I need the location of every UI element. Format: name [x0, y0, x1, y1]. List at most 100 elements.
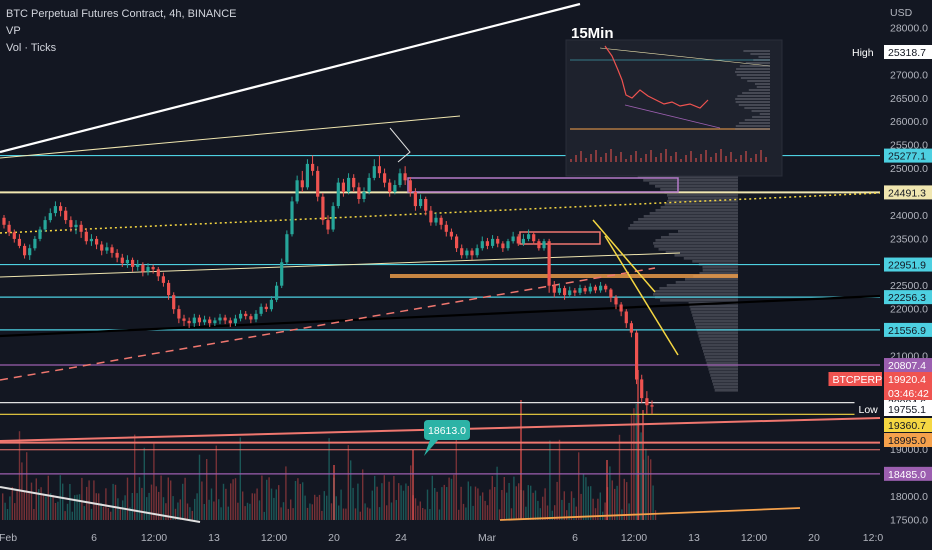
- volume-bar: [45, 496, 47, 520]
- volume-profile-bar: [678, 230, 738, 233]
- candle-body: [187, 320, 191, 324]
- volume-bar: [33, 509, 35, 520]
- candle-body: [59, 206, 63, 211]
- volume-bar: [594, 508, 597, 520]
- candle: [48, 208, 52, 223]
- volume-profile-bar: [711, 377, 738, 380]
- volume-bar: [167, 477, 169, 520]
- trend-line-cream: [0, 115, 461, 159]
- inset-profile-bar: [735, 125, 770, 127]
- candle: [449, 228, 453, 240]
- candle-body: [141, 264, 145, 272]
- volume-bar: [477, 488, 479, 520]
- volume-bar: [561, 499, 563, 520]
- volume-bar: [98, 493, 100, 520]
- volume-bar: [155, 486, 157, 520]
- price-tick-label: 17500.0: [890, 515, 928, 527]
- candle: [347, 173, 351, 195]
- volume-bar: [110, 511, 112, 520]
- volume-bar: [609, 466, 611, 520]
- volume-bar: [623, 478, 625, 520]
- volume-bar: [218, 499, 220, 520]
- price-tag: 03:46:42: [884, 386, 932, 400]
- volume-bar: [532, 492, 534, 520]
- volume-bar: [580, 493, 582, 520]
- price-tag-value: 20807.4: [888, 360, 926, 372]
- volume-bar: [122, 500, 124, 520]
- volume-bar: [525, 506, 527, 520]
- volume-bar: [345, 508, 347, 520]
- volume-bar: [431, 475, 433, 520]
- indicator-vp-label[interactable]: VP: [6, 25, 21, 37]
- candle: [110, 244, 114, 258]
- inset-volume-bar: [720, 149, 722, 162]
- price-tag: 21556.9: [884, 322, 932, 337]
- candle: [604, 283, 608, 293]
- candle: [547, 238, 551, 293]
- volume-profile-bar: [702, 269, 738, 272]
- candle: [614, 295, 618, 310]
- inset-volume-bar: [765, 157, 767, 162]
- candle: [321, 192, 325, 225]
- inset-profile-bar: [736, 74, 770, 76]
- annotation-bubble: [424, 420, 470, 456]
- volume-profile-bar: [710, 374, 738, 377]
- candle-body: [362, 192, 366, 199]
- candle: [28, 244, 32, 260]
- volume-bar: [630, 414, 633, 520]
- inset-volume-bar: [675, 152, 677, 162]
- volume-profile-bar: [692, 260, 738, 263]
- candle: [388, 178, 392, 197]
- candle: [532, 231, 536, 245]
- trend-line-white-bottom: [0, 486, 201, 523]
- volume-bar: [441, 487, 443, 520]
- volume-bar: [306, 507, 309, 520]
- volume-profile-bar: [654, 245, 738, 248]
- candle-body: [501, 243, 505, 249]
- volume-bar: [162, 497, 165, 520]
- volume-bar: [513, 476, 515, 520]
- indicator-vol-label[interactable]: Vol · Ticks: [6, 42, 57, 54]
- volume-bar: [383, 475, 385, 520]
- candle: [59, 202, 63, 217]
- candle: [542, 238, 546, 251]
- price-tick-label: 26500.0: [890, 93, 928, 105]
- volume-bar: [304, 495, 306, 520]
- volume-bar: [64, 511, 66, 520]
- candle-body: [285, 234, 289, 263]
- candle-body: [295, 180, 299, 202]
- candle-body: [110, 247, 114, 253]
- price-axis-background: [880, 0, 932, 550]
- candle-body: [275, 285, 279, 300]
- candle: [480, 236, 484, 251]
- inset-profile-bar: [752, 116, 770, 118]
- candle-body: [635, 332, 639, 380]
- volume-bar: [201, 481, 203, 520]
- volume-profile-bar: [691, 311, 738, 314]
- candle: [460, 244, 464, 259]
- candle-body: [393, 185, 397, 192]
- volume-bar: [282, 502, 285, 520]
- volume-profile-bar: [660, 236, 738, 239]
- price-tag: 25318.7 High: [848, 45, 932, 59]
- volume-bar: [102, 506, 105, 520]
- candle: [208, 316, 212, 327]
- volume-bar: [470, 486, 472, 520]
- candle: [563, 285, 567, 300]
- volume-bar: [124, 495, 126, 520]
- volume-bar: [263, 511, 265, 520]
- candle: [275, 281, 279, 303]
- time-tick-label: 6: [572, 532, 578, 544]
- volume-bar: [275, 489, 277, 520]
- volume-bar: [311, 504, 313, 520]
- candle-body: [48, 213, 52, 221]
- candle-body: [511, 236, 515, 242]
- candle: [650, 400, 654, 415]
- candle-body: [424, 199, 428, 211]
- volume-bar: [28, 491, 30, 520]
- inset-profile-bar: [737, 95, 770, 97]
- volume-bar: [4, 502, 6, 520]
- price-tag-value: 21556.9: [888, 325, 926, 337]
- volume-bar: [290, 499, 292, 520]
